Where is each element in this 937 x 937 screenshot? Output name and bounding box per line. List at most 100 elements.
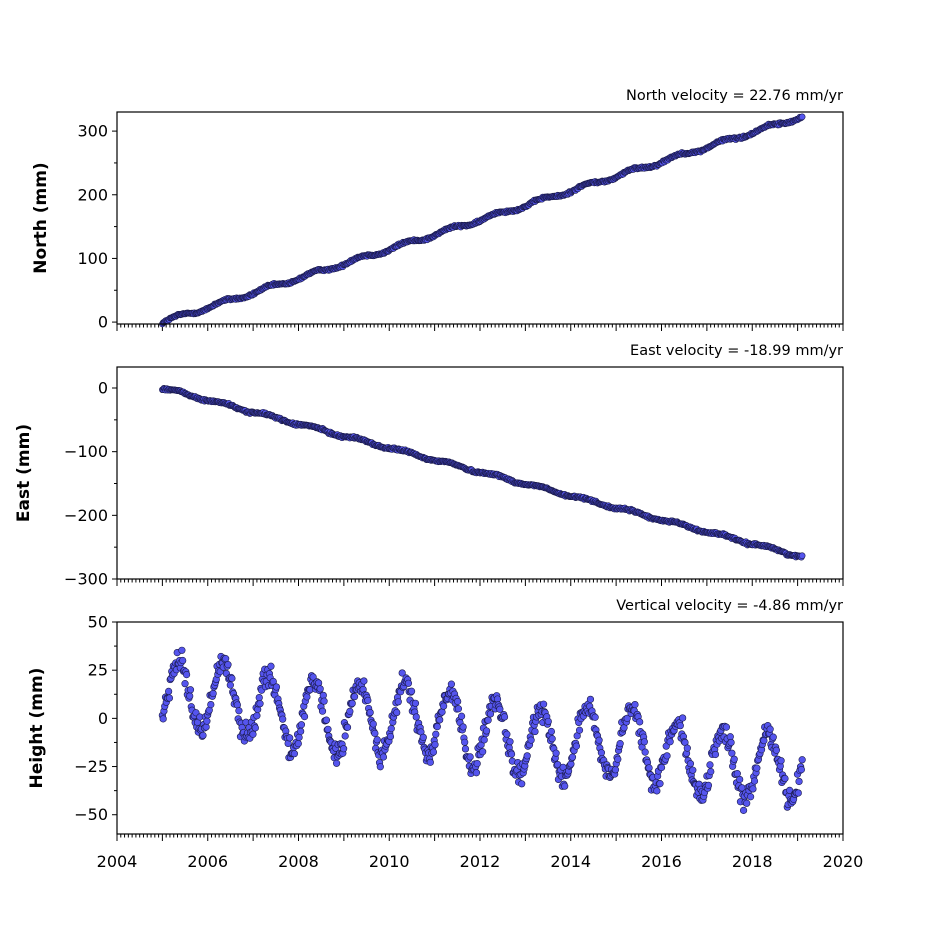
ytick-label: 0 <box>98 379 108 398</box>
east-yticks: 0 −100 −200 −300 <box>64 379 117 589</box>
data-point <box>360 677 368 685</box>
data-point <box>496 705 504 713</box>
data-point <box>676 722 684 730</box>
east-panel: East velocity = -18.99 mm/yr East (mm) 0… <box>14 343 844 589</box>
data-point <box>290 750 298 758</box>
data-point <box>679 714 687 722</box>
data-point <box>376 763 384 771</box>
data-point <box>340 745 348 753</box>
data-point <box>251 724 259 732</box>
data-point <box>407 687 416 695</box>
data-point <box>730 755 738 763</box>
data-point <box>209 689 217 698</box>
data-point <box>597 749 606 757</box>
data-point <box>473 760 481 768</box>
data-point <box>269 677 277 686</box>
data-point <box>165 694 174 702</box>
ytick-label: 0 <box>98 709 108 728</box>
data-point <box>332 759 341 767</box>
north-panel: North velocity = 22.76 mm/yr North (mm) … <box>31 88 844 332</box>
north-yticks: 0 100 200 300 <box>77 122 117 332</box>
data-point <box>657 763 666 772</box>
north-title: North velocity = 22.76 mm/yr <box>626 88 843 104</box>
data-point <box>727 738 735 747</box>
xtick-label: 2014 <box>550 852 591 871</box>
data-point <box>440 702 448 710</box>
data-point <box>689 766 697 774</box>
data-point <box>706 761 714 769</box>
xtick-label: 2008 <box>278 852 319 871</box>
data-point <box>364 696 372 704</box>
data-point <box>226 681 234 689</box>
data-point <box>523 752 531 760</box>
data-point <box>728 749 736 757</box>
data-point <box>350 693 359 701</box>
data-point <box>432 730 440 738</box>
data-point <box>743 799 751 807</box>
data-point <box>503 730 511 738</box>
data-point <box>346 707 354 715</box>
data-point <box>507 750 516 758</box>
data-point <box>539 700 548 708</box>
height-yticks: 50 25 0 −25 −50 <box>74 613 117 824</box>
data-point <box>348 699 356 707</box>
data-point <box>454 697 462 706</box>
data-point <box>479 748 487 756</box>
data-point <box>186 686 195 694</box>
data-point <box>753 764 761 772</box>
data-point <box>777 757 785 765</box>
data-point <box>798 552 806 559</box>
data-point <box>426 758 434 766</box>
data-point <box>165 687 173 696</box>
data-point <box>506 738 514 746</box>
data-point <box>294 739 302 748</box>
data-point <box>272 683 281 691</box>
data-point <box>591 713 599 721</box>
data-point <box>704 781 713 789</box>
data-point <box>224 661 232 669</box>
data-point <box>412 713 420 721</box>
data-point <box>182 670 191 679</box>
data-point <box>766 725 774 733</box>
height-points <box>158 646 806 814</box>
data-point <box>518 780 526 788</box>
ytick-label: −100 <box>64 442 108 461</box>
height-ylabel: Height (mm) <box>27 668 47 789</box>
data-point <box>531 727 539 736</box>
data-point <box>611 766 620 774</box>
data-point <box>324 725 332 733</box>
east-title: East velocity = -18.99 mm/yr <box>630 343 843 359</box>
data-point <box>222 655 230 663</box>
data-point <box>772 746 780 754</box>
xtick-label: 2006 <box>187 852 228 871</box>
data-point <box>480 736 488 744</box>
xtick-label: 2018 <box>732 852 773 871</box>
data-point <box>300 712 309 721</box>
data-point <box>255 693 263 702</box>
data-point <box>315 679 323 687</box>
data-point <box>199 731 207 740</box>
data-point <box>319 691 327 699</box>
data-point <box>366 708 374 717</box>
data-point <box>656 780 664 788</box>
xtick-label: 2020 <box>823 852 864 871</box>
height-axes-frame <box>116 621 844 835</box>
data-point <box>552 749 560 757</box>
ytick-label: 100 <box>77 249 108 268</box>
data-point <box>459 723 467 731</box>
data-point <box>798 756 806 764</box>
data-point <box>749 785 757 793</box>
data-point <box>203 717 211 725</box>
data-point <box>411 699 420 707</box>
data-point <box>484 716 492 724</box>
data-point <box>178 646 186 654</box>
data-point <box>419 733 427 741</box>
data-point <box>746 793 755 801</box>
data-point <box>316 685 324 693</box>
data-point <box>797 765 805 774</box>
ytick-label: −300 <box>64 570 108 589</box>
data-point <box>575 726 584 734</box>
data-point <box>548 735 556 743</box>
data-point <box>179 656 187 665</box>
